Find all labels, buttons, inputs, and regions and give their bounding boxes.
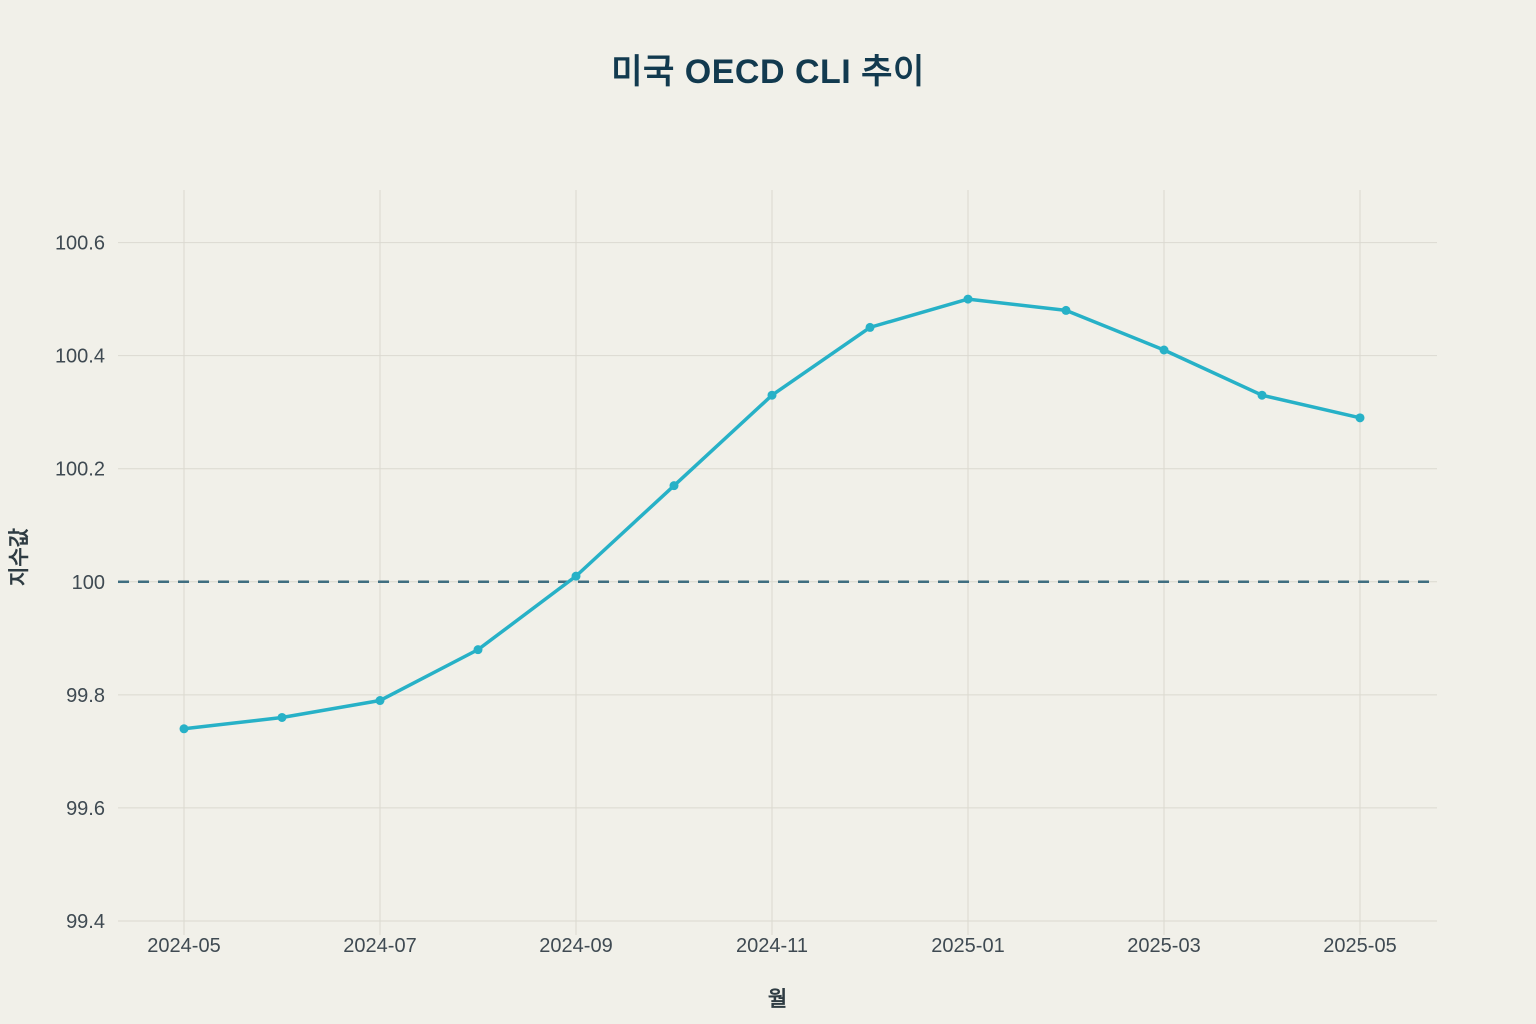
x-tick-label: 2024-11 [736, 935, 808, 957]
y-tick-label: 100.2 [55, 459, 105, 481]
data-point [1355, 413, 1365, 423]
data-point [277, 712, 287, 722]
y-tick-label: 100 [72, 572, 105, 594]
y-tick-label: 99.8 [66, 685, 105, 707]
y-tick-label: 99.6 [66, 798, 105, 820]
data-point [767, 390, 777, 400]
y-tick-label: 100.4 [55, 346, 105, 368]
x-tick-label: 2025-01 [931, 935, 1004, 957]
data-point [179, 724, 189, 734]
data-point [865, 322, 875, 332]
y-tick-label: 99.4 [66, 911, 105, 933]
data-point [963, 294, 973, 304]
x-tick-label: 2024-07 [343, 935, 416, 957]
data-point [571, 571, 581, 581]
y-tick-label: 100.6 [55, 233, 105, 255]
data-point [473, 645, 483, 655]
chart-title: 미국 OECD CLI 추이 [611, 53, 925, 91]
x-tick-label: 2024-09 [539, 935, 612, 957]
x-tick-label: 2025-05 [1323, 935, 1396, 957]
data-point [1159, 345, 1169, 355]
x-tick-label: 2024-05 [147, 935, 220, 957]
x-tick-label: 2025-03 [1127, 935, 1200, 957]
data-point [1257, 390, 1267, 400]
x-axis-label: 월 [767, 988, 788, 1011]
data-point [1061, 305, 1071, 315]
y-axis-label: 지수값 [8, 528, 31, 586]
data-point [375, 696, 385, 706]
data-point [669, 481, 679, 491]
